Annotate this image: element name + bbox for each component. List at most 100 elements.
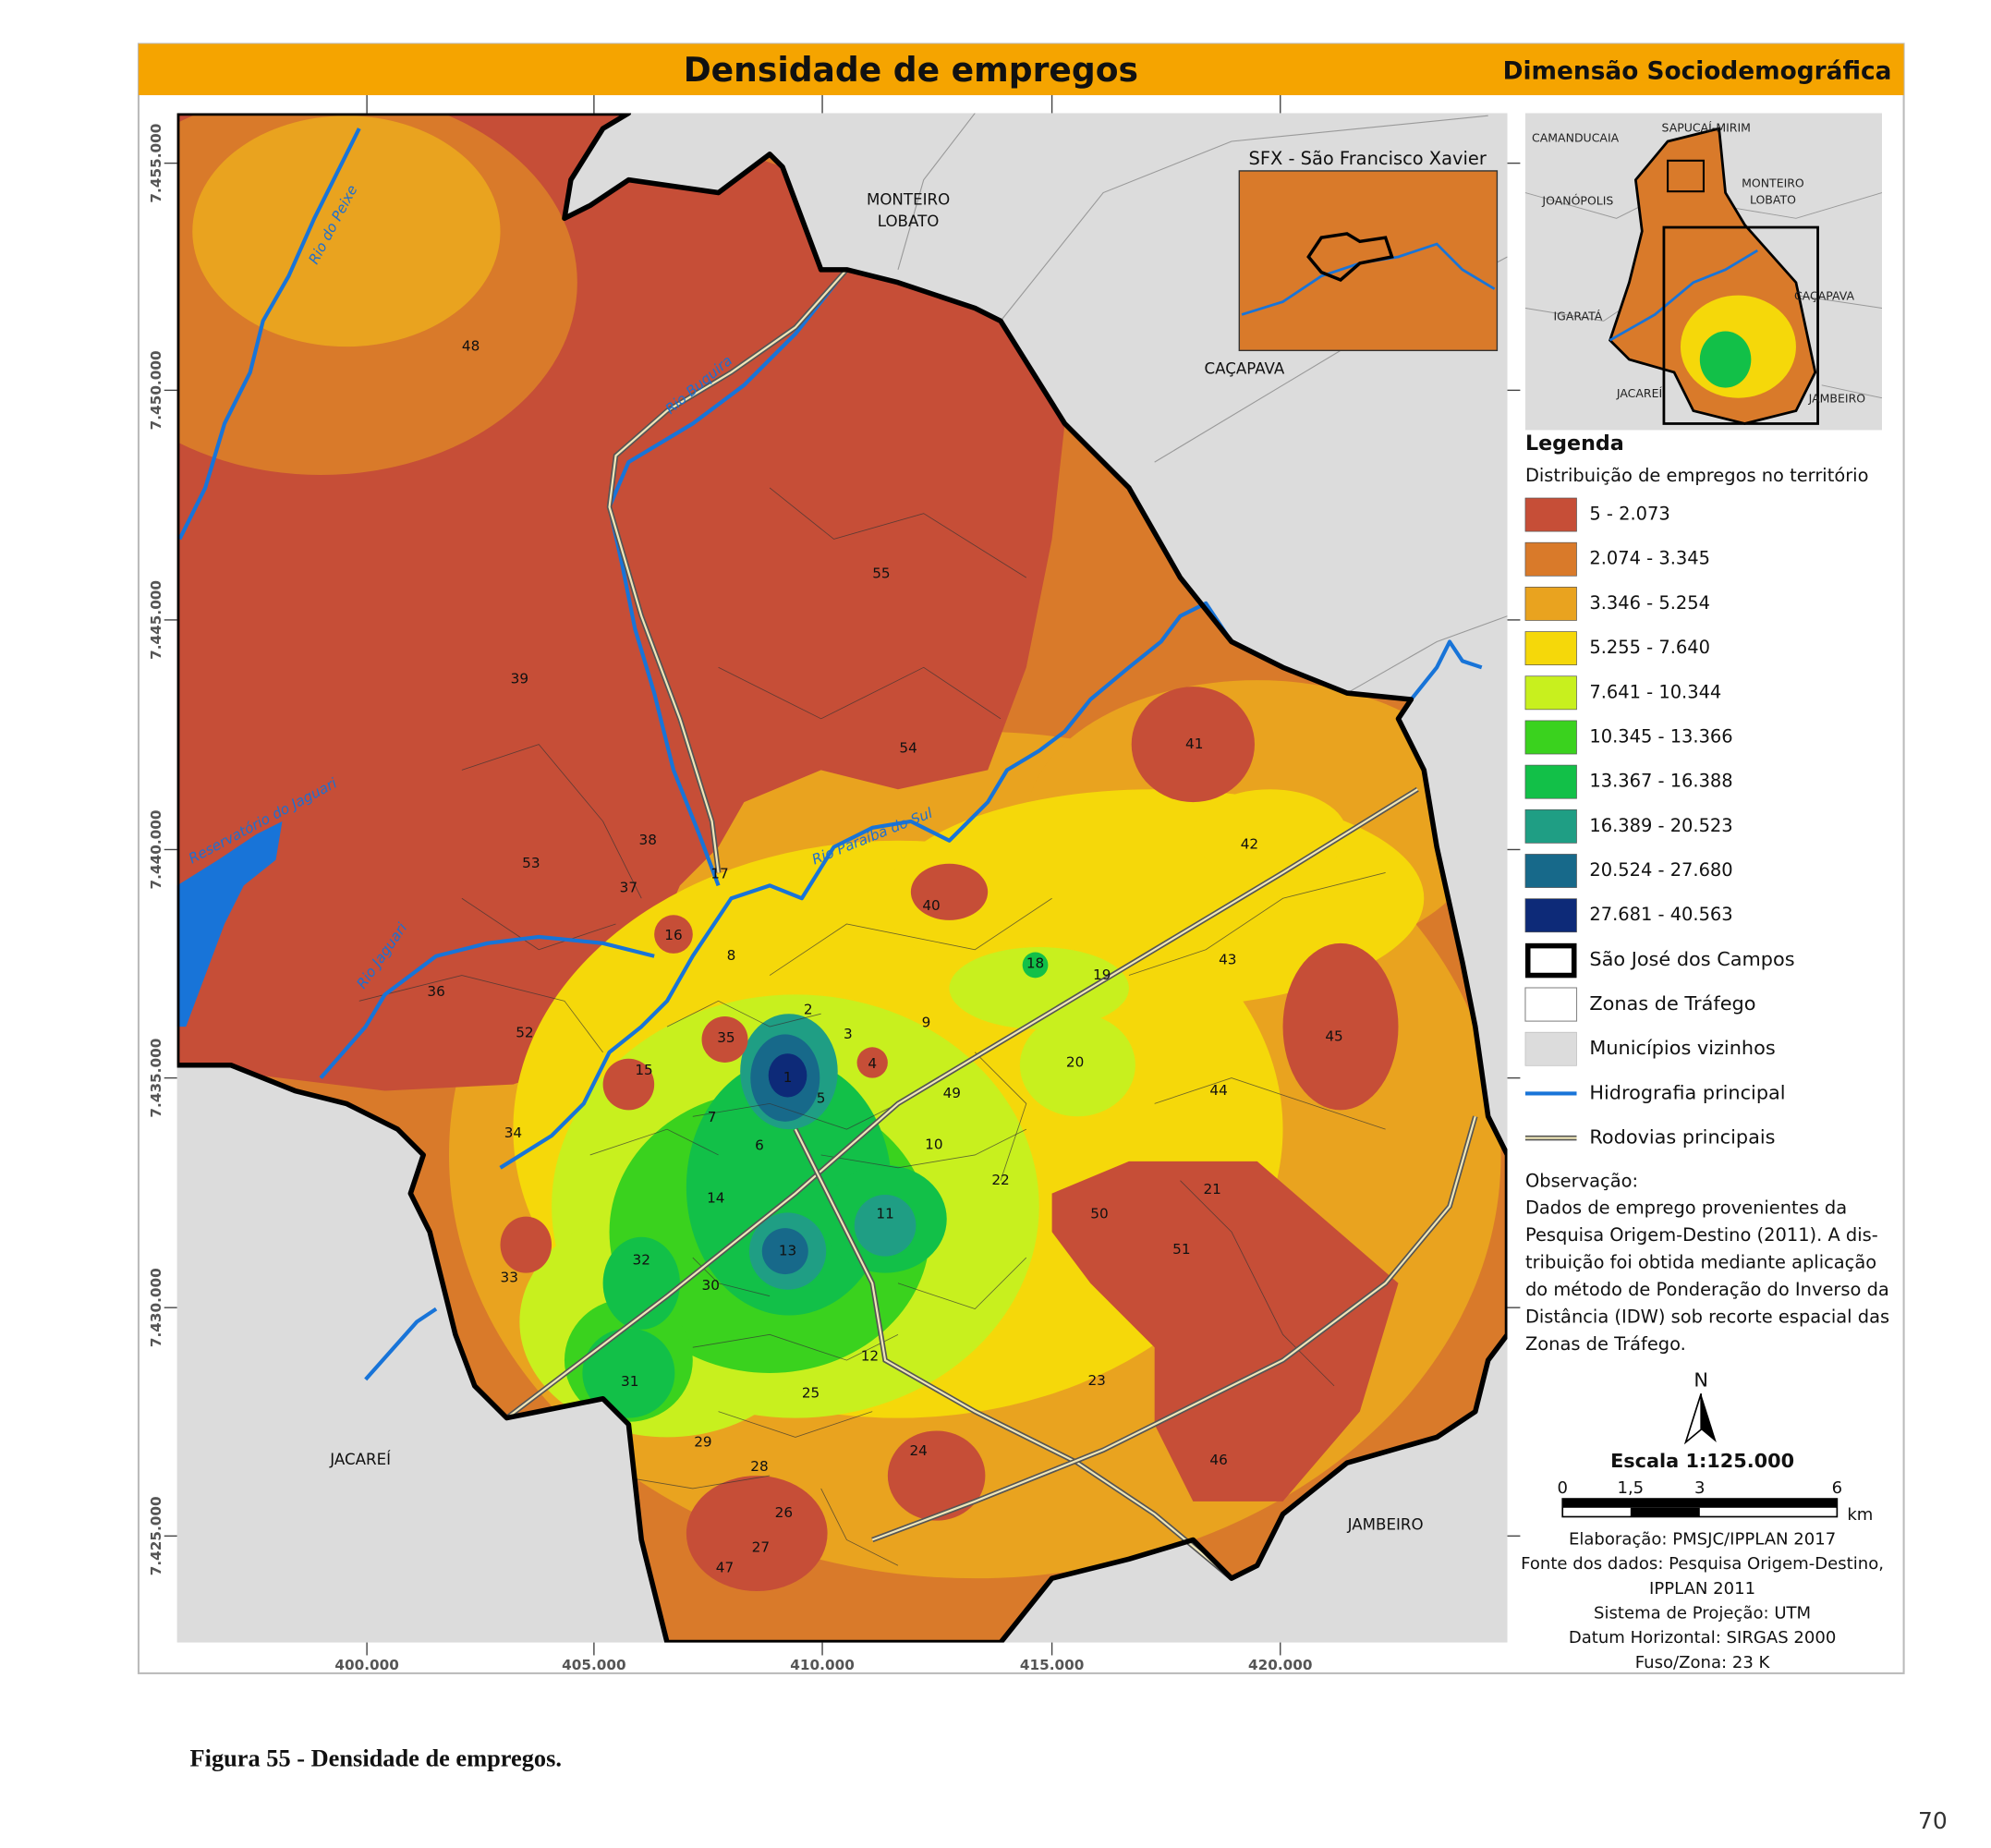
legend-label: 2.074 - 3.345	[1589, 548, 1710, 569]
zone-label: 28	[750, 1458, 768, 1475]
density-zone	[1193, 789, 1347, 880]
y-coordinate-label: 7.450.000	[148, 350, 164, 430]
legend-label: 3.346 - 5.254	[1589, 592, 1710, 614]
zone-label: 3	[844, 1026, 853, 1042]
density-zone	[949, 946, 1129, 1029]
zone-label: 47	[716, 1560, 734, 1576]
credit-line: Elaboração: PMSJC/IPPLAN 2017	[1569, 1529, 1836, 1549]
zone-label: 5	[817, 1089, 826, 1106]
zone-label: 6	[755, 1137, 764, 1154]
traffic-zone-boundary	[718, 666, 1002, 720]
zone-label: 39	[511, 670, 528, 687]
legend-title: Legenda	[1525, 432, 1624, 456]
river	[364, 1307, 438, 1381]
zone-label: 15	[635, 1062, 652, 1078]
reservoir	[176, 821, 283, 1027]
credit-line: Sistema de Projeção: UTM	[1594, 1603, 1811, 1623]
river	[319, 934, 655, 1079]
zone-label: 10	[925, 1136, 942, 1152]
density-surface	[176, 113, 1508, 1643]
subtitle: Dimensão Sociodemográfica	[1503, 58, 1892, 86]
traffic-zone-boundary	[1128, 872, 1386, 976]
zone-label: 24	[909, 1442, 927, 1459]
density-zone	[1131, 687, 1255, 803]
zone-label: 19	[1093, 967, 1111, 983]
x-coordinate-label: 405.000	[562, 1657, 626, 1673]
credit-line: Fonte dos dados: Pesquisa Origem-Destino…	[1521, 1554, 1884, 1574]
locator-boundary	[1821, 384, 1883, 399]
road	[871, 1115, 1476, 1541]
scale-unit: km	[1847, 1505, 1873, 1525]
traffic-zone-boundary	[1154, 1077, 1386, 1130]
road	[608, 269, 848, 873]
zone-label: 38	[638, 832, 656, 848]
road	[794, 1128, 1232, 1580]
zone-label: 37	[620, 880, 637, 896]
place-label: MONTEIRO	[867, 190, 950, 208]
zone-label: 53	[522, 855, 540, 871]
zone-label: 16	[664, 927, 682, 943]
locator-label: MONTEIRO	[1742, 176, 1804, 189]
place-label: CAÇAPAVA	[1204, 360, 1284, 378]
zone-label: 40	[922, 897, 940, 914]
note-line: Dados de emprego provenientes da	[1525, 1198, 1847, 1219]
zone-label: 2	[804, 1002, 813, 1018]
locator-label: JOANÓPOLIS	[1541, 194, 1613, 208]
zone-label: 55	[872, 565, 890, 581]
density-zone	[602, 1058, 655, 1111]
legend-label: 20.524 - 27.680	[1589, 859, 1732, 881]
density-zone	[910, 863, 989, 920]
density-zone	[854, 1194, 917, 1257]
density-zone	[1282, 942, 1399, 1111]
locator-extent	[1662, 225, 1819, 425]
legend-label: Hidrografia principal	[1589, 1081, 1785, 1103]
credit-line: Fuso/Zona: 23 K	[1635, 1653, 1771, 1672]
density-zone	[500, 1216, 552, 1273]
zone-label: 51	[1172, 1241, 1190, 1258]
legend-label: São José dos Campos	[1589, 948, 1794, 970]
zone-label: 4	[868, 1055, 877, 1072]
note-line: Distância (IDW) sob recorte espacial das	[1525, 1307, 1889, 1328]
traffic-zone-boundary	[692, 1102, 899, 1130]
locator-boundary	[1718, 192, 1883, 219]
legend-label: Municípios vizinhos	[1589, 1037, 1775, 1059]
density-zone	[1019, 1014, 1135, 1117]
note-line: Pesquisa Origem-Destino (2011). A dis-	[1525, 1224, 1878, 1246]
zone-label: 30	[702, 1277, 720, 1294]
scale-tick-label: 0	[1557, 1478, 1567, 1498]
legend-swatch	[1524, 675, 1577, 711]
locator-label: IGARATÁ	[1553, 310, 1602, 323]
zone-label: 18	[1026, 955, 1044, 972]
y-coordinate-label: 7.425.000	[148, 1496, 164, 1575]
locator-river	[1609, 249, 1759, 342]
traffic-zone-boundary	[666, 1000, 821, 1027]
zone-label: 23	[1087, 1372, 1105, 1389]
zone-label: 45	[1325, 1028, 1342, 1045]
legend-swatch	[1524, 587, 1577, 621]
zone-label: 50	[1090, 1205, 1108, 1222]
figure-caption: Figura 55 - Densidade de empregos.	[190, 1744, 562, 1771]
y-coordinate-label: 7.445.000	[148, 580, 164, 660]
neighbor-boundary	[897, 113, 976, 271]
locator-label: SAPUCAÍ-MIRIM	[1662, 121, 1751, 135]
place-label: LOBATO	[878, 213, 940, 230]
north-arrow	[1701, 1393, 1717, 1442]
x-coordinate-label: 415.000	[1020, 1657, 1085, 1673]
zone-label: 11	[876, 1205, 893, 1222]
zone-label: 17	[710, 865, 728, 881]
zone-label: 14	[707, 1190, 724, 1207]
zone-label: 42	[1241, 835, 1258, 852]
note-line: do método de Ponderação do Inverso da	[1525, 1279, 1889, 1300]
zone-label: 52	[516, 1025, 533, 1041]
legend-label: 7.641 - 10.344	[1589, 681, 1721, 702]
note-title: Observação:	[1525, 1171, 1638, 1192]
locator-label: CAMANDUCAIA	[1532, 131, 1620, 145]
header-bar	[138, 43, 1904, 96]
density-zone	[768, 1053, 807, 1098]
locator-label: LOBATO	[1750, 192, 1796, 206]
traffic-zone-boundary	[1180, 1180, 1335, 1387]
scale-tick-label: 3	[1694, 1478, 1705, 1498]
legend-swatch	[1524, 854, 1577, 888]
zone-label: 22	[991, 1172, 1009, 1188]
traffic-zone-boundary	[974, 1052, 1027, 1181]
